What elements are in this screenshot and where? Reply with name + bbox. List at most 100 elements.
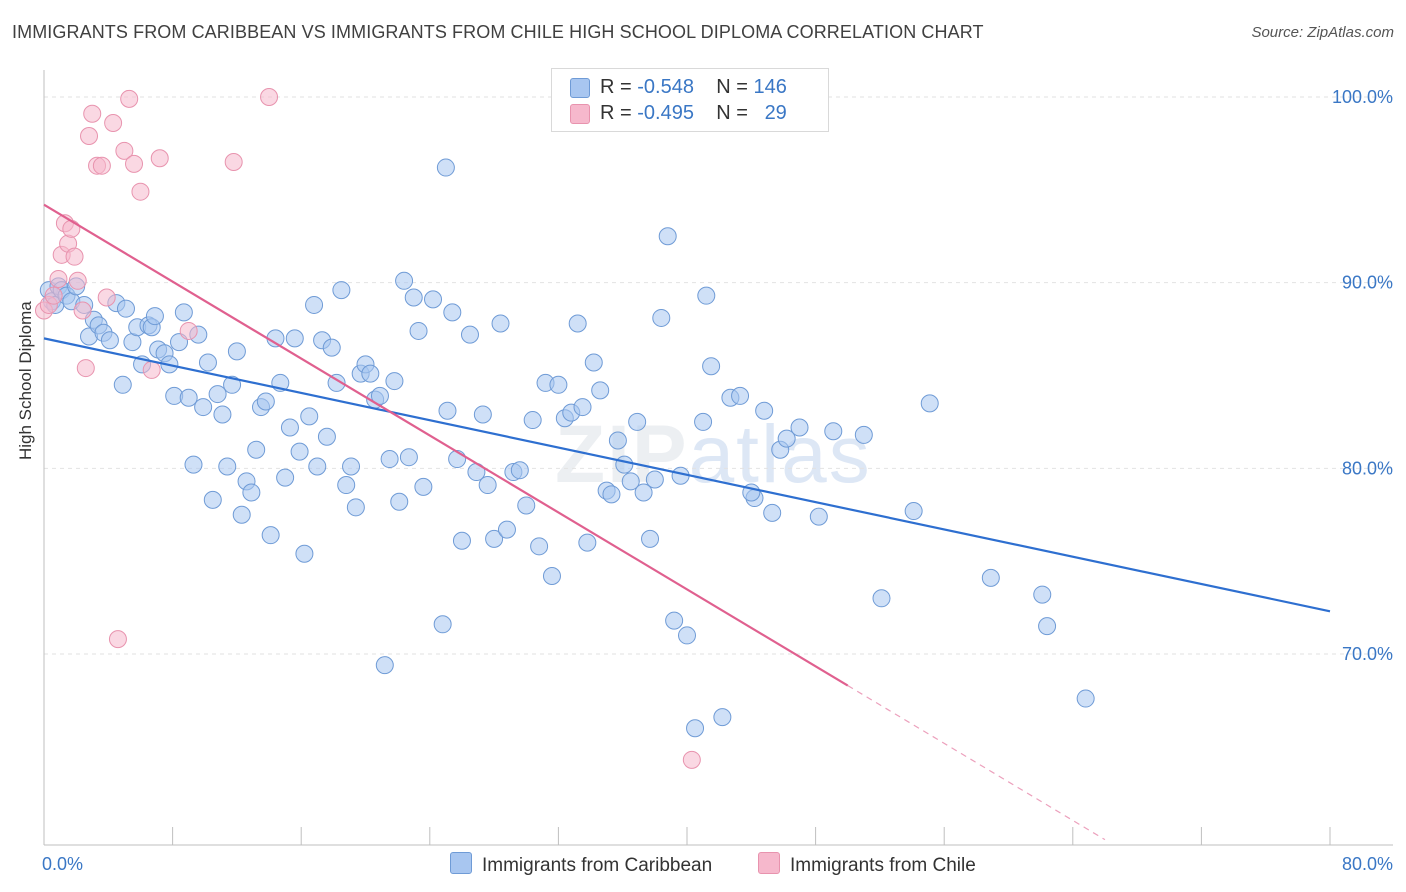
caribbean-point — [658, 227, 677, 246]
bottom-legend-chile: Immigrants from Chile — [758, 852, 976, 877]
caribbean-point — [242, 483, 261, 502]
caribbean-point — [702, 357, 721, 376]
caribbean-point — [460, 325, 479, 344]
caribbean-point — [602, 485, 621, 504]
bottom-legend-caribbean-label: Immigrants from Caribbean — [482, 855, 713, 876]
caribbean-point — [247, 440, 266, 459]
y-axis-label: High School Diploma — [16, 301, 35, 460]
chile-point — [179, 321, 198, 340]
bottom-swatch-caribbean — [450, 852, 472, 874]
caribbean-point — [497, 520, 516, 539]
caribbean-point — [1033, 585, 1052, 604]
caribbean-point — [317, 427, 336, 446]
caribbean-point — [549, 375, 568, 394]
caribbean-point — [920, 394, 939, 413]
caribbean-point — [694, 412, 713, 431]
caribbean-point — [678, 626, 696, 645]
correlation-legend: R = -0.548 N = 146 R = -0.495 N = 29 — [551, 68, 829, 132]
caribbean-point — [542, 567, 561, 586]
caribbean-point — [261, 526, 280, 545]
trend-line-caribbean — [43, 337, 1331, 613]
trend-line-chile — [43, 203, 849, 687]
caribbean-point — [414, 477, 433, 496]
caribbean-point — [578, 533, 597, 552]
caribbean-point — [295, 544, 314, 563]
caribbean-point — [763, 503, 782, 522]
caribbean-point — [280, 418, 299, 437]
caribbean-point — [198, 353, 217, 372]
caribbean-point — [510, 461, 529, 480]
chile-point — [44, 286, 63, 305]
legend-r-label: R = — [600, 102, 632, 124]
chile-point — [92, 156, 111, 175]
y-tick-label: 80.0% — [1342, 458, 1393, 478]
caribbean-point — [573, 398, 592, 417]
y-tick-label: 70.0% — [1342, 644, 1393, 664]
caribbean-point — [285, 329, 304, 348]
chile-point — [142, 360, 161, 379]
legend-n-caribbean: 146 — [753, 76, 787, 98]
caribbean-point — [478, 476, 497, 495]
caribbean-point — [399, 448, 418, 467]
caribbean-point — [523, 411, 542, 430]
caribbean-point — [686, 719, 705, 738]
caribbean-point — [641, 529, 660, 548]
caribbean-point — [305, 295, 324, 314]
caribbean-point — [517, 496, 536, 515]
caribbean-point — [113, 375, 132, 394]
caribbean-point — [194, 398, 213, 417]
caribbean-point — [361, 364, 380, 383]
caribbean-point — [300, 407, 319, 426]
caribbean-point — [433, 615, 452, 634]
chile-point — [224, 152, 243, 171]
caribbean-point — [218, 457, 237, 476]
series-chile — [35, 88, 701, 769]
caribbean-point — [473, 405, 492, 424]
chile-point — [49, 269, 68, 288]
caribbean-point — [395, 271, 414, 290]
chile-point — [76, 359, 95, 378]
caribbean-point — [530, 537, 549, 556]
legend-swatch-caribbean — [570, 78, 590, 98]
caribbean-point — [116, 299, 135, 318]
caribbean-point — [184, 455, 203, 474]
caribbean-point — [290, 442, 309, 461]
chart-title: IMMIGRANTS FROM CARIBBEAN VS IMMIGRANTS … — [12, 22, 984, 42]
caribbean-point — [809, 507, 828, 526]
chile-point — [80, 126, 99, 145]
caribbean-point — [337, 476, 356, 495]
caribbean-point — [232, 505, 251, 524]
chile-point — [83, 104, 102, 123]
chile-point — [104, 113, 123, 132]
caribbean-point — [652, 308, 671, 327]
caribbean-point — [697, 286, 716, 305]
caribbean-point — [380, 450, 399, 469]
y-tick-label: 90.0% — [1342, 273, 1393, 293]
chile-point — [65, 247, 84, 266]
trend-lines — [43, 203, 1331, 841]
caribbean-point — [491, 314, 510, 333]
chile-point — [62, 219, 81, 238]
caribbean-point — [621, 472, 640, 491]
caribbean-point — [443, 303, 462, 322]
caribbean-point — [203, 490, 222, 509]
caribbean-point — [227, 342, 246, 361]
caribbean-point — [208, 385, 227, 404]
caribbean-point — [342, 457, 361, 476]
caribbean-point — [485, 529, 504, 548]
caribbean-point — [591, 381, 610, 400]
bottom-legend-chile-label: Immigrants from Chile — [790, 855, 976, 876]
caribbean-point — [145, 307, 164, 326]
legend-n-label: N = — [716, 76, 748, 98]
chile-point — [131, 182, 150, 201]
caribbean-point — [755, 401, 774, 420]
caribbean-point — [276, 468, 295, 487]
caribbean-point — [872, 589, 891, 608]
caribbean-point — [568, 314, 587, 333]
bottom-swatch-chile — [758, 852, 780, 874]
x-tick-min: 0.0% — [42, 854, 83, 874]
chile-point — [68, 271, 87, 290]
caribbean-point — [608, 431, 627, 450]
caribbean-point — [179, 388, 198, 407]
caribbean-point — [904, 502, 923, 521]
